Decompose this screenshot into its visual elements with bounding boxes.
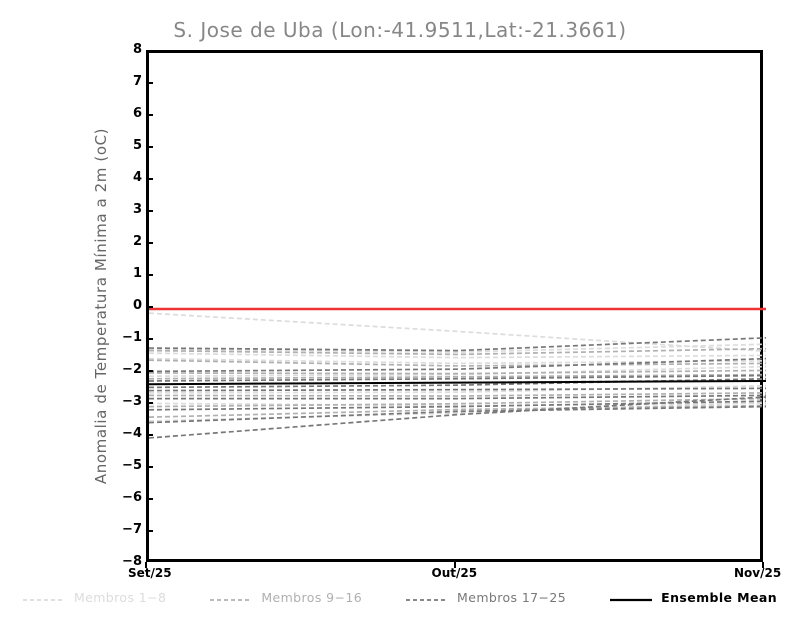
y-axis-tick-mark xyxy=(146,466,153,468)
x-axis-tick-mark xyxy=(145,562,147,568)
y-axis-tick-mark xyxy=(146,178,153,180)
y-axis-tick-mark xyxy=(146,370,153,372)
y-axis-tick-label: −7 xyxy=(122,522,142,537)
page-title: S. Jose de Uba (Lon:-41.9511,Lat:-21.366… xyxy=(173,18,627,42)
y-axis-tick-mark xyxy=(146,274,153,276)
ensemble-member-line xyxy=(149,384,766,394)
y-axis-tick-label: 5 xyxy=(132,138,142,153)
x-axis-tick-mark xyxy=(453,562,456,568)
y-axis-tick-mark xyxy=(146,306,153,308)
legend-label: Membros 17−25 xyxy=(457,589,567,605)
ensemble-member-line xyxy=(149,374,766,382)
y-axis-tick-label: 1 xyxy=(132,266,142,281)
legend-item[interactable]: Membros 1−8 xyxy=(22,589,167,605)
ensemble-member-line xyxy=(149,391,766,397)
legend-item[interactable]: Ensemble Mean xyxy=(610,590,777,605)
x-axis-tick-label: Nov/25 xyxy=(734,566,782,580)
ensemble-member-line xyxy=(149,397,766,408)
ensemble-member-line xyxy=(149,312,766,353)
y-axis-tick-mark xyxy=(146,530,153,532)
y-axis-tick-label: 3 xyxy=(132,202,142,217)
legend-item[interactable]: Membros 9−16 xyxy=(210,590,362,605)
legend-line-swatch xyxy=(406,591,449,603)
x-axis-tick-label: Out/25 xyxy=(431,566,478,580)
y-axis-tick-label: −1 xyxy=(122,330,142,345)
y-axis-tick-mark xyxy=(146,242,153,244)
ensemble-member-line xyxy=(149,405,766,424)
y-axis-tick-mark xyxy=(146,434,153,436)
x-axis-tick-mark xyxy=(762,562,764,568)
y-axis-tick-mark xyxy=(146,146,153,148)
y-axis-tick-label: 2 xyxy=(132,234,142,249)
y-axis-tick-label: 0 xyxy=(132,298,142,313)
ensemble-member-line xyxy=(149,352,766,359)
ensemble-member-line xyxy=(149,347,766,356)
y-axis-tick-label: 4 xyxy=(132,170,142,185)
legend-line-swatch xyxy=(22,591,65,603)
y-axis-tick-mark xyxy=(146,402,153,404)
y-axis-tick-label: 8 xyxy=(132,42,142,57)
legend-label: Membros 1−8 xyxy=(73,589,167,605)
y-axis-tick-label: 7 xyxy=(132,74,142,89)
y-axis-tick-label: −4 xyxy=(122,426,142,441)
y-axis-tick-mark xyxy=(146,82,153,84)
ensemble-member-line xyxy=(149,357,766,373)
x-axis-tick-label: Set/25 xyxy=(128,566,172,580)
y-axis-tick-mark xyxy=(146,338,153,340)
y-axis-tick-mark xyxy=(146,498,153,500)
ensemble-member-line xyxy=(149,336,766,352)
y-axis-tick-label: −6 xyxy=(122,490,142,505)
legend-line-swatch xyxy=(610,591,653,603)
ensemble-member-line xyxy=(149,401,766,422)
legend-label: Membros 9−16 xyxy=(261,589,363,605)
legend-label: Ensemble Mean xyxy=(661,589,778,605)
ensemble-member-line xyxy=(149,373,766,380)
ensemble-member-line xyxy=(149,387,766,392)
ensemble-member-line xyxy=(149,394,766,400)
y-axis-tick-label: 6 xyxy=(132,106,142,121)
ensemble-member-line xyxy=(149,404,766,419)
ensemble-member-line xyxy=(149,365,766,378)
plot-area xyxy=(146,50,766,562)
y-axis-tick-label: −5 xyxy=(122,458,142,473)
y-axis-tick-mark xyxy=(146,210,153,212)
chart-legend: Membros 1−8 Membros 9−16 Membros 17−25 Ense… xyxy=(0,586,800,608)
legend-item[interactable]: Membros 17−25 xyxy=(406,590,566,605)
y-axis-title: Anomalia de Temperatura Mínima a 2m (oC) xyxy=(92,127,110,485)
y-axis-tick-label: −2 xyxy=(122,362,142,377)
y-axis-tick-label: −3 xyxy=(122,394,142,409)
plot-lines-svg xyxy=(149,307,766,439)
y-axis-tick-mark xyxy=(146,114,153,116)
ensemble-member-line xyxy=(149,402,766,407)
y-axis-tick-label: −8 xyxy=(122,554,142,569)
y-axis-tick-labels: 8 7 6 5 4 3 2 1 0 −1 −2 −3 −4 −5 −6 −7 −8 xyxy=(114,43,142,568)
ensemble-member-line xyxy=(149,396,766,439)
ensemble-member-line xyxy=(149,369,766,375)
ensemble-member-line xyxy=(149,359,766,367)
ensemble-member-line xyxy=(149,343,766,354)
y-axis-title-container: Anomalia de Temperatura Mínima a 2m (oC) xyxy=(88,50,114,562)
ensemble-mean-line xyxy=(149,380,766,386)
legend-line-swatch xyxy=(210,591,253,603)
